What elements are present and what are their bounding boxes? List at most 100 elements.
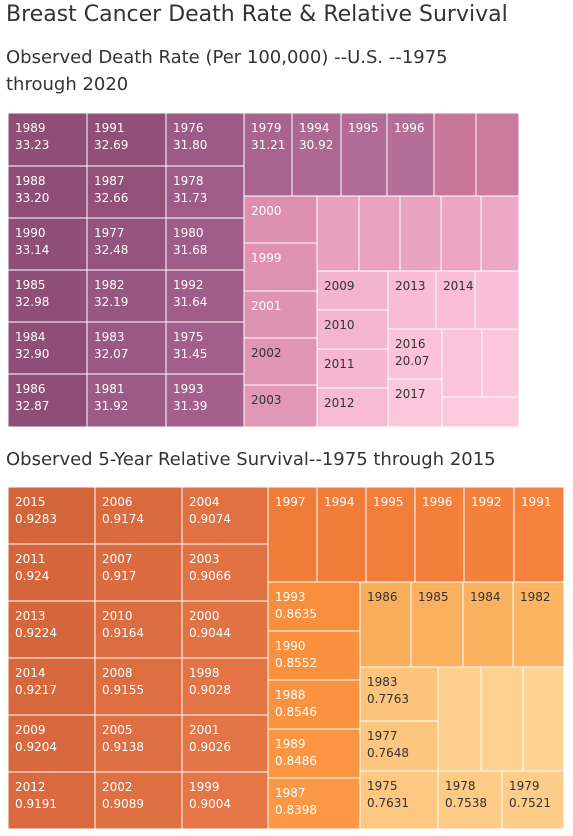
survival-value-label: 0.9089: [102, 797, 144, 811]
death-rate-cell-1999: [243, 242, 318, 292]
survival-cell-2013: [7, 600, 96, 659]
survival-year-label: 1989: [275, 737, 306, 751]
death-rate-year-label: 1996: [394, 121, 425, 135]
survival-year-label: 2000: [189, 609, 220, 623]
survival-value-label: 0.7631: [367, 796, 409, 810]
death-rate-value-label: 30.92: [299, 138, 333, 152]
survival-year-label: 1979: [509, 779, 540, 793]
death-rate-cell-unlabeled-28: [440, 195, 482, 272]
death-rate-year-label: 1993: [173, 382, 204, 396]
survival-cell-unlabeled-40: [522, 666, 565, 772]
survival-year-label: 2007: [102, 552, 133, 566]
death-rate-value-label: 31.39: [173, 399, 207, 413]
survival-cell-unlabeled-38: [437, 666, 482, 772]
survival-cell-2014: [7, 657, 96, 716]
death-rate-cell-1985: [7, 269, 88, 323]
death-rate-cell-unlabeled-42: [441, 328, 483, 398]
survival-cell-1990: [267, 630, 361, 681]
survival-year-label: 1995: [373, 495, 404, 509]
death-rate-year-label: 1977: [94, 226, 125, 240]
survival-year-label: 2011: [15, 552, 46, 566]
death-rate-cell-1978: [165, 165, 245, 219]
survival-year-label: 1984: [470, 590, 501, 604]
death-rate-cell-2003: [243, 384, 318, 428]
survival-value-label: 0.9164: [102, 626, 144, 640]
survival-year-label: 1996: [422, 495, 453, 509]
death-rate-value-label: 31.64: [173, 295, 207, 309]
survival-cell-1997: [267, 487, 318, 583]
survival-value-label: 0.8552: [275, 656, 317, 670]
death-rate-value-label: 32.90: [15, 347, 49, 361]
death-rate-chart-title: Observed Death Rate (Per 100,000) --U.S.…: [6, 47, 448, 95]
survival-cell-1986: [359, 581, 412, 668]
death-rate-value-label: 31.45: [173, 347, 207, 361]
survival-year-label: 1982: [520, 590, 551, 604]
survival-value-label: 0.9191: [15, 797, 57, 811]
death-rate-cell-1988: [7, 165, 88, 219]
death-rate-treemap: 1989 33.23 1988 33.20 1990 33.14 1985 32.98 1984…: [7, 113, 520, 428]
survival-cell-2011: [7, 543, 96, 602]
death-rate-value-label: 32.69: [94, 138, 128, 152]
survival-cell-1983: [359, 666, 439, 722]
death-rate-year-label: 2000: [251, 204, 282, 218]
survival-cell-2006: [94, 487, 183, 545]
survival-cell-2015: [7, 487, 96, 545]
survival-value-label: 0.9204: [15, 740, 57, 754]
survival-value-label: 0.9224: [15, 626, 57, 640]
survival-cell-1995: [365, 487, 416, 583]
survival-year-label: 2015: [15, 495, 46, 509]
death-rate-cell-2013: [387, 270, 437, 330]
death-rate-cell-unlabeled-40: [474, 270, 520, 330]
death-rate-cell-1980: [165, 217, 245, 271]
death-rate-year-label: 1994: [299, 121, 330, 135]
death-rate-value-label: 32.48: [94, 243, 128, 257]
death-rate-cell-unlabeled-27: [399, 195, 442, 272]
survival-year-label: 1991: [521, 495, 552, 509]
death-rate-cell-1987: [86, 165, 167, 219]
death-rate-year-label: 1979: [251, 121, 282, 135]
survival-year-label: 2012: [15, 780, 46, 794]
survival-value-label: 0.9044: [189, 626, 231, 640]
death-rate-cell-unlabeled-22: [433, 113, 477, 197]
death-rate-cell-1996: [386, 113, 435, 197]
survival-cell-1984: [462, 581, 514, 668]
survival-year-label: 2010: [102, 609, 133, 623]
survival-value-label: 0.9283: [15, 512, 57, 526]
death-rate-value-label: 31.80: [173, 138, 207, 152]
death-rate-year-label: 1978: [173, 174, 204, 188]
death-rate-year-label: 1975: [173, 330, 204, 344]
survival-cell-1982: [512, 581, 565, 668]
death-rate-year-label: 1992: [173, 278, 204, 292]
death-rate-year-label: 1988: [15, 174, 46, 188]
death-rate-value-label: 32.19: [94, 295, 128, 309]
survival-value-label: 0.8486: [275, 754, 317, 768]
death-rate-cell-1982: [86, 269, 167, 323]
survival-value-label: 0.917: [102, 569, 136, 583]
death-rate-cell-1977: [86, 217, 167, 271]
survival-cell-1987: [267, 777, 361, 830]
survival-year-label: 2002: [102, 780, 133, 794]
survival-year-label: 1987: [275, 786, 306, 800]
death-rate-cell-2009: [316, 270, 389, 311]
death-rate-year-label: 1980: [173, 226, 204, 240]
death-rate-year-label: 1983: [94, 330, 125, 344]
survival-value-label: 0.8635: [275, 607, 317, 621]
death-rate-cell-unlabeled-43: [481, 328, 520, 398]
survival-year-label: 1999: [189, 780, 220, 794]
death-rate-year-label: 2011: [324, 357, 355, 371]
death-rate-value-label: 33.14: [15, 243, 49, 257]
survival-value-label: 0.9174: [102, 512, 144, 526]
death-rate-year-label: 2012: [324, 396, 355, 410]
survival-value-label: 0.9026: [189, 740, 231, 754]
survival-year-label: 1998: [189, 666, 220, 680]
survival-cell-2001: [181, 714, 269, 773]
survival-year-label: 1986: [367, 590, 398, 604]
survival-year-label: 2001: [189, 723, 220, 737]
survival-year-label: 1975: [367, 779, 398, 793]
survival-year-label: 1985: [418, 590, 449, 604]
survival-value-label: 0.8398: [275, 803, 317, 817]
death-rate-year-label: 1986: [15, 382, 46, 396]
death-rate-value-label: 31.73: [173, 191, 207, 205]
page-title: Breast Cancer Death Rate & Relative Surv…: [6, 2, 508, 27]
death-rate-year-label: 1990: [15, 226, 46, 240]
